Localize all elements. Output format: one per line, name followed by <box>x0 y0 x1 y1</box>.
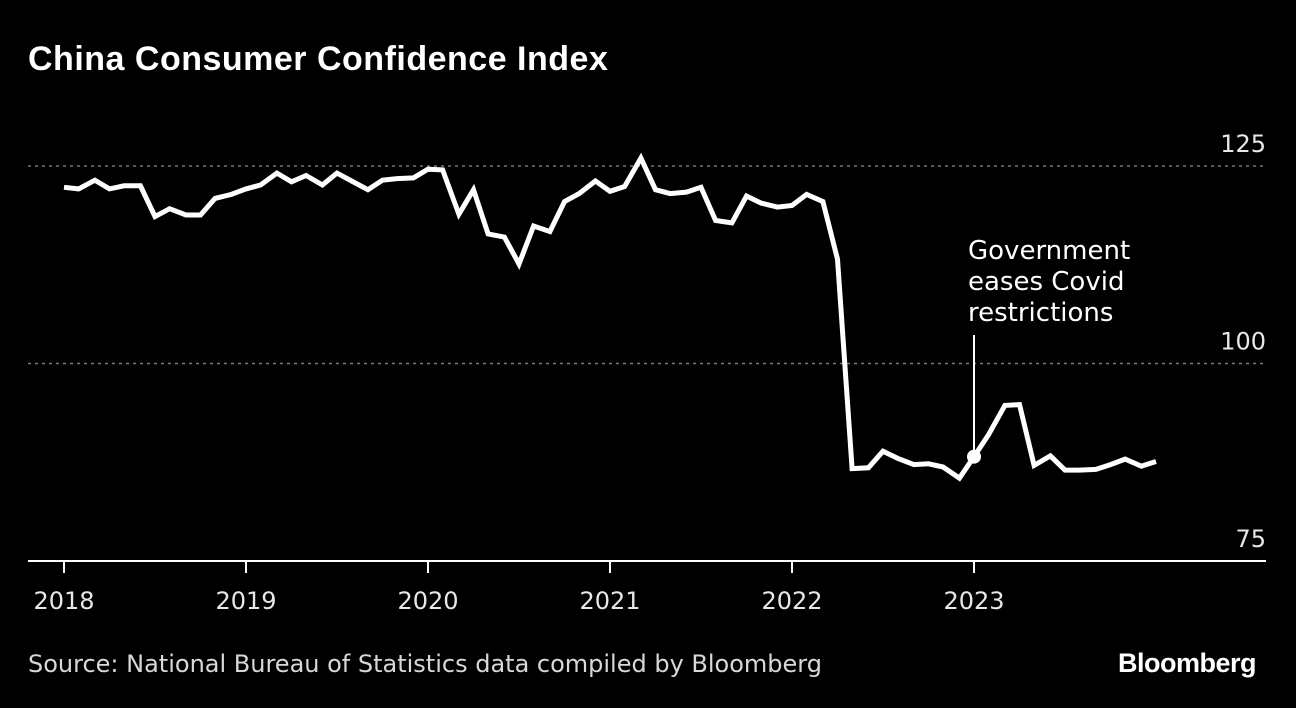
bloomberg-logo: Bloomberg <box>1117 648 1257 678</box>
x-tick-label-2020: 2020 <box>397 587 458 615</box>
x-tick-label-2021: 2021 <box>579 587 640 615</box>
annotation-marker <box>967 449 981 464</box>
x-axis: 2018 2019 2020 2021 2022 2023 <box>28 560 1266 615</box>
annotation-text-line-1: eases Covid <box>968 267 1124 297</box>
annotation-text-line-0: Government <box>968 236 1130 266</box>
chart-title: China Consumer Confidence Index <box>28 40 609 78</box>
y-tick-label-100: 100 <box>1220 328 1266 356</box>
x-tick-label-2019: 2019 <box>215 587 276 615</box>
x-tick-label-2018: 2018 <box>33 587 94 615</box>
x-tick-label-2022: 2022 <box>761 587 822 615</box>
y-tick-label-75: 75 <box>1235 525 1266 553</box>
annotation-text-line-2: restrictions <box>968 298 1113 328</box>
x-tick-label-2023: 2023 <box>943 587 1004 615</box>
source-note: Source: National Bureau of Statistics da… <box>28 650 822 678</box>
y-axis-ticks: 125 100 75 <box>1220 130 1266 553</box>
y-tick-label-125: 125 <box>1220 130 1266 158</box>
